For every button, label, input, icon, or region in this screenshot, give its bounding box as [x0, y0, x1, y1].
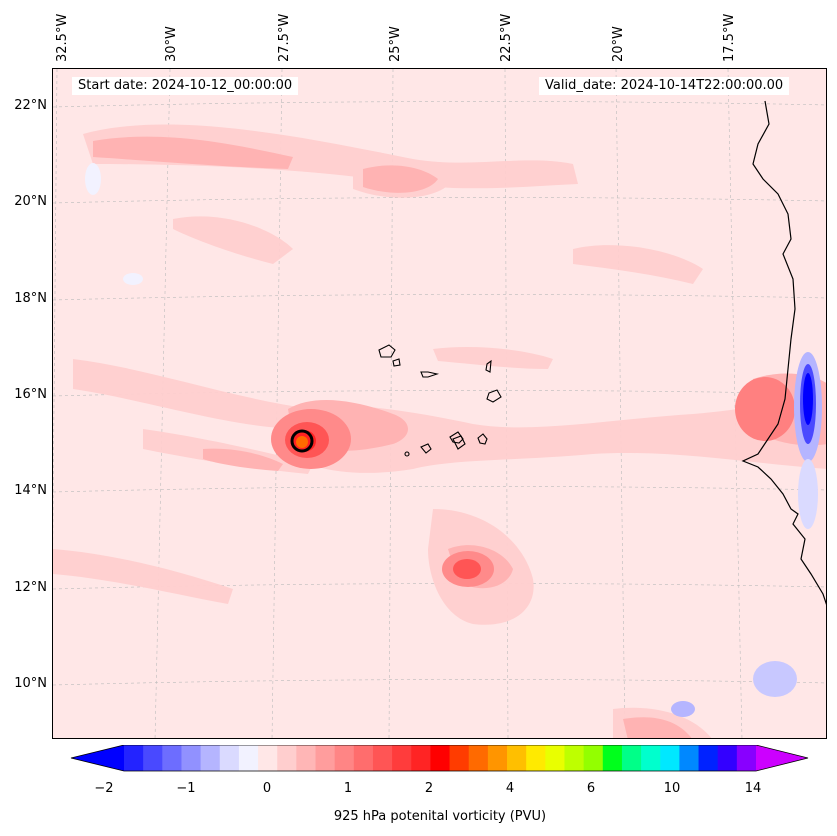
cbar-segment — [124, 745, 144, 771]
cbar-segment — [219, 745, 240, 771]
cbar-segment — [487, 745, 508, 771]
cbar-extend-min — [71, 745, 124, 771]
cbar-segment — [507, 745, 527, 771]
cbar-segment — [564, 745, 585, 771]
valid-date-label: Valid_date: 2024-10-14T22:00:00.00 — [539, 77, 790, 95]
cbar-segment — [238, 745, 259, 771]
cbar-segment — [449, 745, 470, 771]
cbar-tick-1: 1 — [343, 781, 353, 796]
lon-label-32-5w: 32.5°W — [55, 13, 70, 62]
lat-label-16n: 16°N — [14, 387, 47, 402]
lat-label-22n: 22°N — [14, 98, 47, 113]
lat-label-18n: 18°N — [14, 291, 47, 306]
cbar-segment — [334, 745, 355, 771]
cbar-segment — [143, 745, 163, 771]
pv-field — [53, 69, 826, 738]
cbar-segment — [392, 745, 412, 771]
cbar-tick--2: −2 — [94, 781, 114, 796]
cbar-tick-10: 10 — [663, 781, 681, 796]
cbar-segment — [602, 745, 623, 771]
cbar-segment — [430, 745, 451, 771]
africa-coastline — [741, 100, 826, 605]
cape-verde-islands — [378, 344, 502, 457]
cbar-tick-6: 6 — [586, 781, 596, 796]
colorbar-label: 925 hPa potenital vorticity (PVU) — [333, 809, 547, 824]
cbar-outline — [70, 745, 809, 772]
cbar-tick-14: 14 — [744, 781, 762, 796]
lon-label-20w: 20°W — [611, 26, 626, 62]
colorbar — [70, 745, 809, 772]
lon-label-22-5w: 22.5°W — [499, 13, 514, 62]
lon-label-17-5w: 17.5°W — [722, 13, 737, 62]
cbar-segment — [526, 745, 546, 771]
cbar-segment — [736, 745, 757, 771]
lon-label-30w: 30°W — [164, 26, 179, 62]
cbar-segment — [162, 745, 182, 771]
pv-cores — [271, 377, 795, 587]
cbar-segment — [698, 745, 719, 771]
cbar-tick-2: 2 — [424, 781, 434, 796]
cbar-segment — [621, 745, 642, 771]
cbar-segment — [468, 745, 489, 771]
pv-light-bands — [53, 124, 826, 738]
cbar-tick-4: 4 — [505, 781, 515, 796]
cbar-segment — [200, 745, 221, 771]
lat-label-10n: 10°N — [14, 676, 47, 691]
cbar-extend-max — [756, 745, 808, 771]
cbar-segment — [181, 745, 202, 771]
lon-label-25w: 25°W — [388, 26, 403, 62]
lat-label-12n: 12°N — [14, 580, 47, 595]
cbar-tick--1: −1 — [176, 781, 196, 796]
cbar-segment — [411, 745, 431, 771]
cbar-segment — [258, 745, 278, 771]
lat-label-14n: 14°N — [14, 483, 47, 498]
cbar-segment — [583, 745, 604, 771]
cbar-segment — [315, 745, 336, 771]
pv-negative — [85, 163, 822, 717]
cbar-segment — [717, 745, 738, 771]
lat-label-20n: 20°N — [14, 194, 47, 209]
cbar-segment — [296, 745, 317, 771]
cbar-segment — [353, 745, 374, 771]
start-date-label: Start date: 2024-10-12_00:00:00 — [72, 77, 299, 95]
cbar-segment — [545, 745, 565, 771]
cbar-segment — [660, 745, 680, 771]
cbar-segment — [641, 745, 661, 771]
lon-label-27-5w: 27.5°W — [277, 13, 292, 62]
pv-map[interactable] — [52, 68, 827, 739]
cbar-tick-0: 0 — [262, 781, 272, 796]
cbar-segment — [679, 745, 700, 771]
cbar-segment — [372, 745, 393, 771]
cbar-segment — [277, 745, 297, 771]
